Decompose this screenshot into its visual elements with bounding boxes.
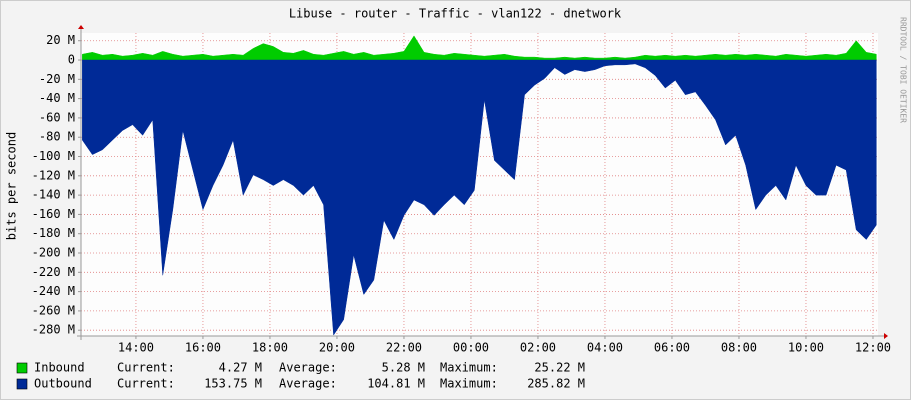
x-tick-label: 00:00: [453, 341, 489, 355]
x-tick-label: 14:00: [118, 341, 154, 355]
y-tick-label: -80 M: [39, 130, 75, 144]
legend-stat-value: 153.75 M: [204, 377, 262, 391]
y-tick-label: -220 M: [32, 265, 75, 279]
y-tick-label: -60 M: [39, 110, 75, 124]
y-tick-label: 20 M: [46, 33, 75, 47]
legend-stat-value: 5.28 M: [382, 361, 425, 375]
axis-arrow: [884, 333, 888, 339]
legend-stat-label: Maximum:: [440, 361, 498, 375]
y-tick-label: -140 M: [32, 188, 75, 202]
x-tick-label: 20:00: [319, 341, 355, 355]
area: [82, 59, 877, 336]
legend-stat-label: Average:: [279, 361, 337, 375]
legend-swatch: [16, 378, 28, 390]
legend-stat-value: 25.22 M: [534, 361, 585, 375]
y-axis-label: bits per second: [5, 132, 19, 240]
y-tick-label: -180 M: [32, 226, 75, 240]
y-tick-label: -160 M: [32, 207, 75, 221]
legend-stat-value: 4.27 M: [219, 361, 262, 375]
y-tick-label: -120 M: [32, 168, 75, 182]
legend-stat-label: Average:: [279, 377, 337, 391]
x-tick-label: 22:00: [386, 341, 422, 355]
y-tick-label: -100 M: [32, 149, 75, 163]
y-tick-label: -280 M: [32, 323, 75, 337]
y-tick-label: -40 M: [39, 91, 75, 105]
legend-stat-label: Current:: [117, 361, 175, 375]
axis-arrow: [78, 25, 84, 29]
y-tick-label: 0: [68, 53, 75, 67]
x-tick-label: 08:00: [721, 341, 757, 355]
legend-stat-label: Maximum:: [440, 377, 498, 391]
legend-stat-label: Current:: [117, 377, 175, 391]
y-tick-label: -260 M: [32, 303, 75, 317]
legend-stat-value: 104.81 M: [367, 377, 425, 391]
chart-title: Libuse - router - Traffic - vlan122 - dn…: [289, 7, 622, 21]
legend-label: Inbound: [34, 361, 85, 375]
x-tick-label: 02:00: [520, 341, 556, 355]
legend-swatch: [16, 362, 28, 374]
y-tick-label: -240 M: [32, 284, 75, 298]
x-tick-label: 10:00: [788, 341, 824, 355]
x-tick-label: 06:00: [654, 341, 690, 355]
area: [82, 35, 877, 61]
legend-stat-value: 285.82 M: [527, 377, 585, 391]
x-tick-label: 16:00: [185, 341, 221, 355]
legend-label: Outbound: [34, 377, 92, 391]
x-tick-label: 18:00: [252, 341, 288, 355]
y-tick-label: -20 M: [39, 72, 75, 86]
watermark: RRDTOOL / TOBI OETIKER: [899, 17, 908, 123]
x-tick-label: 04:00: [587, 341, 623, 355]
x-tick-label: 12:00: [855, 341, 891, 355]
y-tick-label: -200 M: [32, 246, 75, 260]
